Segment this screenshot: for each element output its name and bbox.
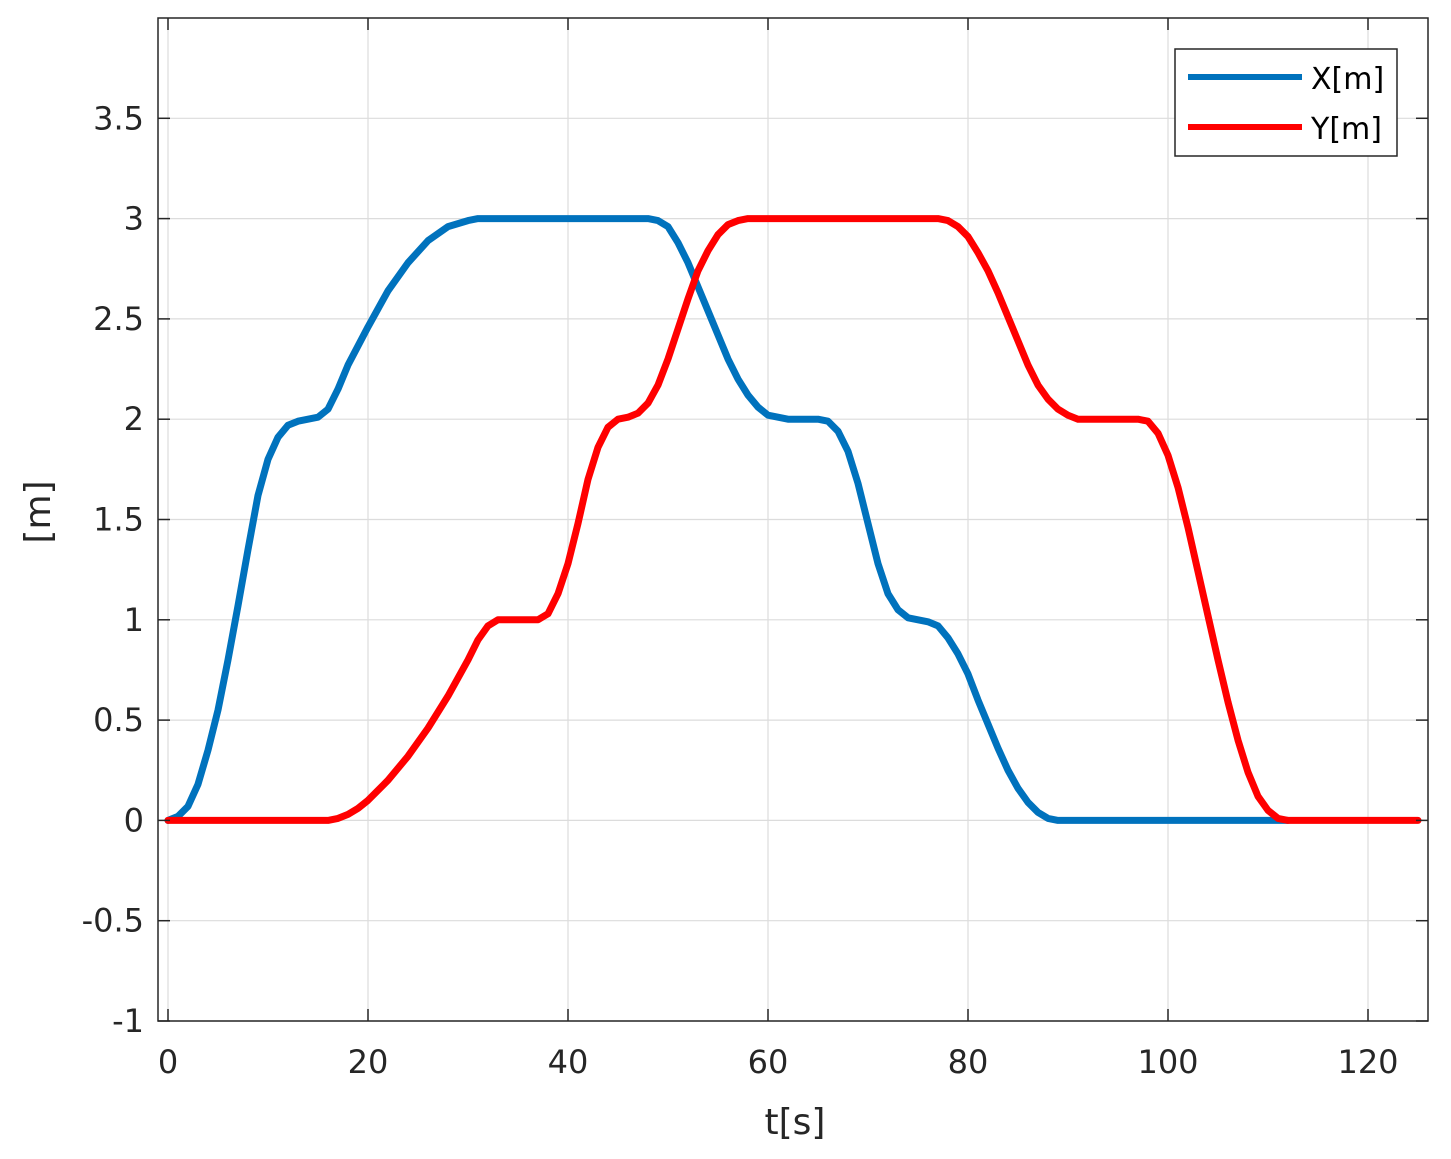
legend-label-x: X[m]	[1311, 62, 1384, 97]
x-tick-label: 20	[348, 1043, 389, 1081]
x-axis-label: t[s]	[765, 1102, 826, 1143]
x-tick-label: 80	[948, 1043, 989, 1081]
y-tick-label: 3.5	[93, 99, 144, 137]
x-tick-label: 60	[748, 1043, 789, 1081]
legend: X[m] Y[m]	[1174, 48, 1398, 157]
y-tick-label: 0	[124, 801, 144, 839]
x-tick-label: 40	[548, 1043, 589, 1081]
x-tick-label: 0	[158, 1043, 178, 1081]
ticks-layer: 0 20 40 60 80 100 120 -1 -0.5 0 0.5 1 1.5 2 2.5 3 3.5	[82, 18, 1428, 1081]
y-tick-label: 0.5	[93, 701, 144, 739]
y-axis-label: [m]	[18, 480, 59, 543]
y-tick-label: 1.5	[93, 501, 144, 539]
y-tick-label: 3	[124, 200, 144, 238]
y-tick-label: -0.5	[82, 902, 144, 940]
x-tick-label: 120	[1337, 1043, 1398, 1081]
y-tick-label: 1	[124, 601, 144, 639]
x-tick-label: 100	[1137, 1043, 1198, 1081]
y-tick-label: 2.5	[93, 300, 144, 338]
grid-layer	[158, 18, 1428, 1022]
y-tick-label: 2	[124, 400, 144, 438]
legend-label-y: Y[m]	[1310, 112, 1382, 147]
y-tick-label: -1	[112, 1002, 144, 1040]
series-layer	[164, 215, 1422, 824]
legend-box	[1174, 48, 1398, 157]
series-line-y	[164, 215, 1422, 824]
series-line-x	[164, 215, 1292, 824]
